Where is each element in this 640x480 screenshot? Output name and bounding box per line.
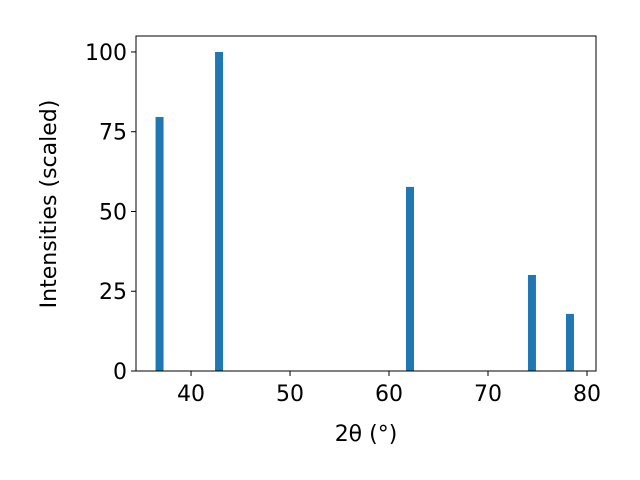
y-axis-label: Intensities (scaled): [37, 100, 62, 309]
y-tick-label: 25: [99, 280, 127, 305]
bar: [406, 186, 415, 371]
bar: [155, 117, 164, 372]
bar: [565, 313, 574, 371]
x-tick-label: 60: [375, 382, 403, 407]
x-tick-label: 50: [276, 382, 304, 407]
x-tick-label: 70: [474, 382, 502, 407]
x-axis-label: 2θ (°): [335, 422, 398, 447]
plot-frame: [135, 35, 597, 372]
y-tick-label: 50: [99, 200, 127, 225]
y-tick-label: 100: [85, 41, 127, 66]
y-tick-label: 0: [113, 360, 127, 385]
y-tick-label: 75: [99, 121, 127, 146]
x-tick-label: 80: [573, 382, 601, 407]
bar: [215, 51, 224, 371]
x-tick-label: 40: [177, 382, 205, 407]
bar: [527, 274, 536, 371]
